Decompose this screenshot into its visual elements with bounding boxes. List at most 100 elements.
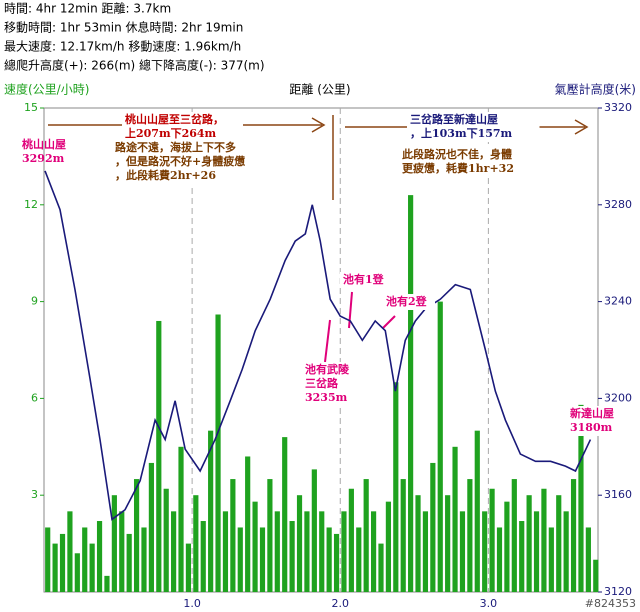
speed-bar xyxy=(45,527,51,592)
speed-bar xyxy=(541,488,547,592)
speed-bar xyxy=(445,495,451,592)
speed-bar xyxy=(126,533,132,592)
annotation: 三岔路至新達山屋，上103m下157m xyxy=(407,112,540,142)
speed-bar xyxy=(489,488,495,592)
speed-bar xyxy=(178,446,184,592)
speed-bar xyxy=(141,527,147,592)
annotation-bg xyxy=(383,294,435,310)
speed-bar xyxy=(385,501,391,592)
speed-bar xyxy=(67,511,73,592)
speed-bar xyxy=(570,479,577,592)
speed-bar xyxy=(467,479,473,592)
speed-bar xyxy=(593,559,599,592)
y2-tick-label: 3160 xyxy=(604,488,632,501)
speed-bar xyxy=(245,456,251,592)
speed-bar xyxy=(578,404,584,592)
annotation-text: 新達山屋 xyxy=(570,406,614,420)
annotation: 桃山山屋至三岔路，上207m下264m xyxy=(122,112,243,142)
speed-bar xyxy=(185,543,192,592)
annotation-text: 3235m xyxy=(305,391,348,404)
speed-bar xyxy=(208,430,214,592)
annotation-text: 池有1登 xyxy=(343,272,385,286)
speed-bar xyxy=(171,511,177,592)
y2-tick-label: 3200 xyxy=(604,391,632,404)
speed-bar xyxy=(533,511,540,592)
annotation-bg xyxy=(302,362,366,406)
speed-bar xyxy=(393,382,399,592)
speed-bar xyxy=(148,462,154,592)
annotation-text: 桃山山屋 xyxy=(22,137,66,151)
speed-bar xyxy=(274,511,280,592)
pointer-lines xyxy=(324,291,396,363)
y2-tick-label: 3120 xyxy=(604,585,632,598)
watermark: #824353 xyxy=(585,597,636,610)
y-tick-label: 6 xyxy=(31,391,38,404)
speed-bar xyxy=(363,479,369,592)
speed-bar xyxy=(59,533,66,592)
speed-bar xyxy=(222,511,229,592)
annotation: 路途不遠，海拔上下不多，但是路況不好+身體疲憊，此段耗費2hr+26 xyxy=(112,140,256,184)
annotation-text: 三岔路至新達山屋 xyxy=(410,112,498,126)
speed-bar xyxy=(459,511,466,592)
annotation-text: 3292m xyxy=(22,152,65,165)
annotation: 池有1登 xyxy=(340,272,392,288)
speed-bar xyxy=(104,575,110,592)
y-tick-label: 9 xyxy=(31,295,38,308)
annotation-text: ，此段耗費2hr+26 xyxy=(115,168,216,182)
annotation-bg xyxy=(122,112,243,142)
annotation-text: 上207m下264m xyxy=(125,126,217,140)
speed-bar xyxy=(408,195,414,592)
speed-bar xyxy=(563,511,569,592)
annotation-text: 此段路況也不佳，身體 xyxy=(402,147,512,161)
speed-bar xyxy=(519,521,525,592)
speed-bar xyxy=(296,495,303,592)
annotation: 池有2登 xyxy=(383,294,435,310)
annotation-bg xyxy=(399,147,543,177)
speed-bar xyxy=(504,501,510,592)
speed-bar xyxy=(452,446,458,592)
x-tick-label: 2.0 xyxy=(332,597,350,610)
header-line: 最大速度: 12.17km/h 移動速度: 1.96km/h xyxy=(4,39,241,54)
speed-bar xyxy=(378,543,384,592)
speed-bar xyxy=(304,511,310,592)
speed-bar xyxy=(437,301,443,592)
speed-bar xyxy=(311,469,317,592)
speed-bar xyxy=(496,527,503,592)
speed-bar xyxy=(348,488,354,592)
speed-bar xyxy=(585,527,591,592)
x-tick-label: 1.0 xyxy=(183,597,201,610)
header-line: 移動時間: 1hr 53min 休息時間: 2hr 19min xyxy=(4,20,243,35)
speed-bar xyxy=(341,511,347,592)
annotation-text: 池有武陵 xyxy=(305,362,350,376)
speed-bar xyxy=(89,543,95,592)
annotation-text: 三岔路 xyxy=(305,376,339,390)
speed-bar xyxy=(289,521,295,592)
y-axis-label: 速度(公里/小時) xyxy=(4,82,89,97)
annotation-text: 3180m xyxy=(570,421,613,434)
annotation-bg xyxy=(567,406,631,436)
annotation-text: ，上103m下157m xyxy=(410,126,513,140)
speed-bar xyxy=(333,533,340,592)
x-tick-label: 3.0 xyxy=(480,597,498,610)
x-axis-label: 距離 (公里) xyxy=(289,83,350,97)
speed-bar xyxy=(422,511,429,592)
speed-bar xyxy=(96,521,103,592)
y2-tick-label: 3240 xyxy=(604,295,632,308)
annotation-text: 路途不遠，海拔上下不多 xyxy=(115,140,236,154)
annotation-bg xyxy=(340,272,392,288)
speed-bar xyxy=(237,527,243,592)
speed-bar xyxy=(74,553,80,592)
annotation-text: 桃山山屋至三岔路， xyxy=(125,112,224,126)
speed-bar xyxy=(259,527,266,592)
y2-tick-label: 3320 xyxy=(604,101,632,114)
speed-bar xyxy=(193,495,199,592)
annotation-bg xyxy=(407,112,540,142)
speed-bar xyxy=(319,511,325,592)
speed-bar xyxy=(119,511,125,592)
annotation-text: 更疲憊，耗費1hr+32 xyxy=(402,161,514,175)
speed-bar xyxy=(400,479,406,592)
